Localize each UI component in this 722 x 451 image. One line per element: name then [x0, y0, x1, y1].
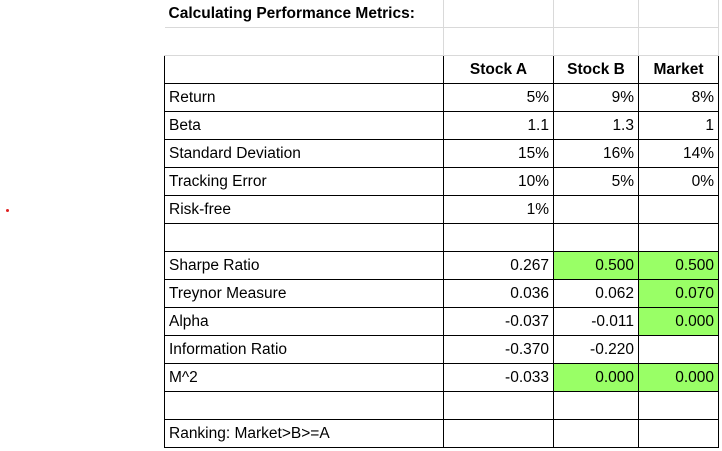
empty-cell[interactable] [443, 0, 554, 28]
blank-row [164, 391, 719, 420]
stock-a-value[interactable]: 0.036 [443, 279, 554, 308]
stock-a-value[interactable]: 1.1 [443, 111, 554, 140]
input-row-beta: Beta 1.1 1.3 1 [164, 111, 719, 140]
header-stock-b[interactable]: Stock B [553, 55, 639, 84]
title-row: Calculating Performance Metrics: [164, 0, 719, 28]
row-label[interactable]: Tracking Error [164, 167, 444, 196]
empty-cell[interactable] [164, 391, 444, 420]
performance-metrics-sheet: Calculating Performance Metrics: Stock A… [164, 0, 719, 448]
stock-a-value[interactable]: 0.267 [443, 251, 554, 280]
stock-b-value[interactable]: 16% [553, 139, 639, 168]
empty-cell[interactable] [638, 223, 719, 252]
metric-row-m2: M^2 -0.033 0.000 0.000 [164, 363, 719, 392]
red-dot-marker [6, 209, 9, 212]
empty-cell[interactable] [638, 419, 719, 448]
header-market[interactable]: Market [638, 55, 719, 84]
empty-cell[interactable] [638, 27, 719, 56]
empty-cell[interactable] [164, 27, 444, 56]
metric-row-sharpe: Sharpe Ratio 0.267 0.500 0.500 [164, 251, 719, 280]
empty-cell[interactable] [164, 223, 444, 252]
empty-cell[interactable] [443, 391, 554, 420]
market-value[interactable]: 14% [638, 139, 719, 168]
stock-a-value[interactable]: 15% [443, 139, 554, 168]
stock-b-value[interactable] [553, 195, 639, 224]
stock-b-value[interactable]: 1.3 [553, 111, 639, 140]
blank-row [164, 27, 719, 56]
row-label[interactable]: Sharpe Ratio [164, 251, 444, 280]
stock-b-value[interactable]: 0.500 [553, 251, 639, 280]
empty-cell[interactable] [553, 223, 639, 252]
stock-a-value[interactable]: -0.370 [443, 335, 554, 364]
stock-b-value[interactable]: -0.011 [553, 307, 639, 336]
row-label[interactable]: Beta [164, 111, 444, 140]
market-value[interactable]: 0% [638, 167, 719, 196]
input-row-risk-free: Risk-free 1% [164, 195, 719, 224]
empty-cell[interactable] [553, 0, 639, 28]
sheet-title[interactable]: Calculating Performance Metrics: [164, 0, 444, 28]
row-label[interactable]: Standard Deviation [164, 139, 444, 168]
market-value[interactable]: 0.000 [638, 363, 719, 392]
row-label[interactable]: Risk-free [164, 195, 444, 224]
row-label[interactable]: Information Ratio [164, 335, 444, 364]
row-label[interactable]: M^2 [164, 363, 444, 392]
market-value[interactable] [638, 195, 719, 224]
stock-b-value[interactable]: 9% [553, 83, 639, 112]
market-value[interactable] [638, 335, 719, 364]
stock-a-value[interactable]: 5% [443, 83, 554, 112]
market-value[interactable]: 0.500 [638, 251, 719, 280]
ranking-cell[interactable]: Ranking: Market>B>=A [164, 419, 444, 448]
empty-cell[interactable] [553, 419, 639, 448]
stock-a-value[interactable]: -0.033 [443, 363, 554, 392]
input-row-std-dev: Standard Deviation 15% 16% 14% [164, 139, 719, 168]
stock-a-value[interactable]: 1% [443, 195, 554, 224]
metric-row-information-ratio: Information Ratio -0.370 -0.220 [164, 335, 719, 364]
empty-cell[interactable] [553, 391, 639, 420]
market-value[interactable]: 0.070 [638, 279, 719, 308]
stock-a-value[interactable]: -0.037 [443, 307, 554, 336]
market-value[interactable]: 1 [638, 111, 719, 140]
blank-row [164, 223, 719, 252]
input-row-return: Return 5% 9% 8% [164, 83, 719, 112]
stock-b-value[interactable]: 0.062 [553, 279, 639, 308]
row-label[interactable]: Treynor Measure [164, 279, 444, 308]
market-value[interactable]: 8% [638, 83, 719, 112]
stock-a-value[interactable]: 10% [443, 167, 554, 196]
empty-cell[interactable] [443, 223, 554, 252]
stock-b-value[interactable]: 0.000 [553, 363, 639, 392]
header-label-cell[interactable] [164, 55, 444, 84]
empty-cell[interactable] [638, 391, 719, 420]
empty-cell[interactable] [443, 27, 554, 56]
row-label[interactable]: Return [164, 83, 444, 112]
market-value[interactable]: 0.000 [638, 307, 719, 336]
empty-cell[interactable] [553, 27, 639, 56]
header-stock-a[interactable]: Stock A [443, 55, 554, 84]
ranking-row: Ranking: Market>B>=A [164, 419, 719, 448]
header-row: Stock A Stock B Market [164, 55, 719, 84]
empty-cell[interactable] [443, 419, 554, 448]
empty-cell[interactable] [638, 0, 719, 28]
metric-row-treynor: Treynor Measure 0.036 0.062 0.070 [164, 279, 719, 308]
input-row-tracking-error: Tracking Error 10% 5% 0% [164, 167, 719, 196]
stock-b-value[interactable]: 5% [553, 167, 639, 196]
row-label[interactable]: Alpha [164, 307, 444, 336]
stock-b-value[interactable]: -0.220 [553, 335, 639, 364]
metric-row-alpha: Alpha -0.037 -0.011 0.000 [164, 307, 719, 336]
